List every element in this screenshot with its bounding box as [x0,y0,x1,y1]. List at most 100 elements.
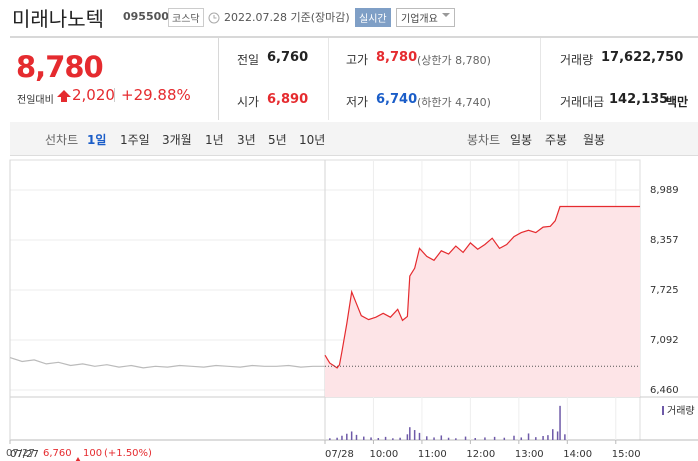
footer-price: 6,760 [43,448,72,459]
item-note: (상한가 8,780) [417,54,491,67]
item-note: (하한가 4,740) [417,96,491,109]
volume-bar [520,437,523,440]
footer-date: 07/27 [6,448,35,459]
company-label: 기업개요 [401,14,438,25]
tab[interactable]: 3년 [237,133,256,147]
price: 8,780 [16,50,104,84]
volume-bar [329,438,331,440]
item-label: 거래대금 [560,95,605,109]
volume-bar [426,436,428,440]
volume-bar [527,433,530,440]
x-tick-label: 10:00 [369,449,398,460]
item-value: 17,622,750 [601,50,684,65]
item-label: 저가 [346,95,369,109]
volume-bar [556,431,559,440]
tab[interactable]: 1년 [205,133,224,147]
volume-bar [447,437,450,440]
item-label: 고가 [346,53,369,67]
volume-bar [440,435,443,440]
tab-group-label: 봉차트 [467,133,501,147]
volume-bar [406,434,409,440]
date: 2022.07.28 기준(장마감) [224,11,350,24]
volume-bar [513,435,515,440]
x-tick-label: 12:00 [466,449,495,460]
volume-bar [474,438,476,440]
volume-bar [552,429,554,440]
item-label: 거래량 [560,53,594,67]
tab[interactable]: 일봉 [510,133,533,147]
y-tick-label: 8,989 [650,185,679,196]
tab-group-label: 선차트 [45,133,79,147]
tab[interactable]: 3개월 [162,133,192,147]
volume-bar [399,437,401,440]
realtime-badge[interactable]: 실시간 [355,8,391,27]
volume-bar [346,433,348,440]
volume-bar [433,437,435,440]
item-unit: 백만 [666,95,689,109]
company-dropdown[interactable]: 기업개요 [396,8,455,27]
area [325,206,640,397]
x-tick-label: 15:00 [612,449,641,460]
item-label: 시가 [237,95,260,109]
volume-bar [384,436,387,440]
divider [540,38,541,120]
volume-bar [363,436,365,440]
volume-bar [370,437,372,440]
x-tick-label: 14:00 [563,449,592,460]
volume-bar [547,435,549,440]
clock-icon [208,9,220,24]
volume-bar [559,405,561,440]
footer-up-icon [74,450,82,461]
volume-bar [564,434,566,440]
stock-code: 095500 [123,10,169,23]
x-tick-label: 07/27 [10,449,39,460]
stock-name: 미래나노텍 [12,7,104,31]
volume-bar [455,438,457,440]
volume-bar [336,437,338,440]
tab[interactable]: 10년 [299,133,326,147]
x-tick-label: 11:00 [418,449,447,460]
market-badge: 코스닥 [168,8,204,27]
volume-bar [484,437,486,440]
volume-bar [409,427,411,440]
tab[interactable]: 1일 [87,133,107,147]
line [9,357,325,369]
footer-rate: (+1.50%) [104,448,152,459]
tab[interactable]: 월봉 [583,133,606,147]
volume-bar [350,431,353,440]
line [324,205,640,369]
divider [114,88,115,102]
up-icon [56,88,72,102]
volume-bar [464,436,467,440]
tab[interactable]: 주봉 [545,133,568,147]
item-value: 142,135 [609,92,669,107]
y-tick-label: 7,092 [650,335,679,346]
volume-bar [413,430,416,440]
tab[interactable]: 5년 [268,133,287,147]
x-tick-label: 07/28 [325,449,354,460]
change-label: 전일대비 [17,95,54,106]
y-tick-label: 7,725 [650,285,679,296]
item-value: 6,740 [376,92,418,107]
item-value: 6,760 [267,50,309,65]
volume-bar [377,438,380,440]
volume-bar [418,432,421,440]
change: 2,020 [72,86,115,104]
y-tick-label: 6,460 [650,385,679,396]
footer-change: 100 [83,448,103,459]
dropdown-arrow [441,13,450,21]
volume-bar [542,436,544,440]
volume-label: 거래량 [667,405,695,417]
tab[interactable]: 1주일 [120,133,150,147]
y-tick-label: 8,357 [650,235,679,246]
item-value: 6,890 [267,92,309,107]
rate: +29.88% [121,86,191,104]
volume-legend-mark [662,406,664,415]
x-tick-label: 13:00 [515,449,544,460]
volume-bar [503,437,506,440]
volume-bar [341,435,343,440]
volume-bar [355,434,358,440]
item-value: 8,780 [376,50,418,65]
